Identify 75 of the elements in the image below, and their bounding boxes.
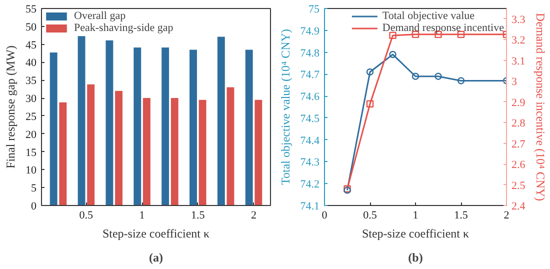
y2-tick-label: 3.2 [512,34,526,47]
bar [78,36,86,206]
legend-label: Demand response incentive [382,22,504,34]
y-tick-label: 15 [26,146,37,159]
y-tick-label: 74.3 [300,156,320,169]
y-tick-label: 74.6 [300,91,320,104]
y-tick-label: 0 [31,200,37,212]
bar [162,48,170,206]
y-tick-label: 45 [26,39,37,52]
x-axis-title: Step-size coefficient κ [362,226,470,240]
x-tick-label: 0.5 [363,210,378,222]
point [412,72,420,80]
bar [115,90,122,206]
text: (a) [149,250,164,264]
y-tick-label: 74.9 [300,25,320,38]
bar [87,84,95,206]
bar [106,40,114,206]
y2-tick-label: 2.8 [512,118,526,130]
y2-tick-label: 3.3 [512,14,526,26]
y-tick-label: 74.8 [300,47,320,60]
bar [59,102,67,206]
bar [190,50,197,206]
bar [254,100,262,206]
x-tick-label: 1 [139,210,145,222]
legend-label: Total objective value [382,10,475,22]
point [457,77,465,84]
legend-label: Overall gap [74,10,126,22]
y-tick-label: 10 [26,164,37,177]
y-tick-label: 50 [26,21,37,34]
y2-tick-label: 2.4 [512,200,526,212]
y-tick-label: 5 [31,182,37,195]
y-tick-label: 75 [308,4,320,16]
bar [217,36,225,206]
x-axis-title: Step-size coefficient κ [102,226,210,240]
y-axis-title: Final response gap (MW) [4,46,18,168]
y-tick-label: 74.1 [300,200,320,212]
x-tick-label: 0.5 [79,210,94,222]
y-axis-title: Total objective value (10⁴ CNY) [278,29,292,185]
x-tick-label: 2 [504,210,510,222]
y2-tick-label: 2.9 [512,96,526,109]
y-tick-label: 74.2 [300,178,320,191]
text: (b) [408,250,423,264]
bar [245,50,253,206]
y-tick-label: 74.7 [300,69,320,82]
bar [226,87,234,206]
x-tick-label: 1 [412,210,418,222]
y-tick-label: 74.4 [300,134,320,147]
point [389,50,396,58]
y2-tick-label: 2.7 [512,138,526,150]
y2-tick-label: 2.6 [512,159,526,172]
y2-tick-label: 2.5 [512,180,526,192]
y-tick-label: 74.5 [300,112,320,125]
x-tick-label: 0 [322,210,328,222]
y2-axis-title: Demand response incentive (10⁴ CNY) [533,12,548,202]
bar [50,52,58,206]
bar [170,98,178,206]
point [434,72,442,80]
y-tick-label: 40 [26,57,37,70]
y-tick-label: 55 [26,4,37,16]
x-tick-label: 1.5 [191,210,206,222]
point [366,100,374,108]
bar [198,100,206,206]
y-tick-label: 25 [26,110,37,123]
bar [134,48,142,206]
bar [142,98,150,206]
y-tick-label: 35 [26,75,37,88]
y2-tick-label: 3.1 [512,55,526,68]
x-tick-label: 2 [250,210,256,222]
legend-label: Peak-shaving-side gap [74,22,174,34]
x-tick-label: 1.5 [454,210,468,222]
point [389,32,396,40]
y2-tick-label: 3 [512,76,518,88]
point [366,68,374,76]
y-tick-label: 20 [26,128,37,141]
y-tick-label: 30 [26,93,37,106]
